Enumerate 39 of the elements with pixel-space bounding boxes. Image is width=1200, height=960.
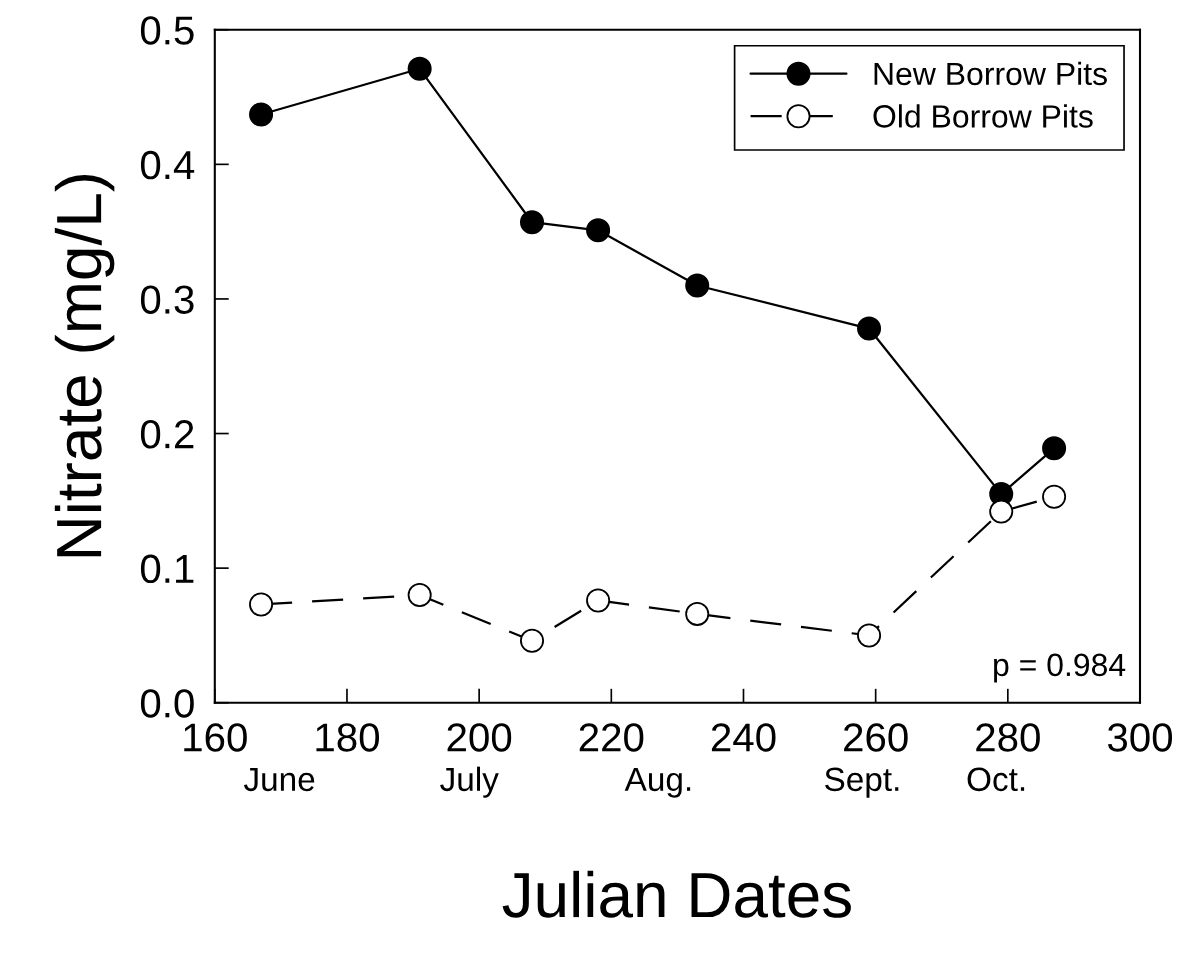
point xyxy=(407,56,432,81)
y-tick-label: 0.2 xyxy=(140,420,194,449)
legend-label: Old Borrow Pits xyxy=(873,104,1093,128)
annotation: p = 0.984 xyxy=(994,653,1126,683)
y-tick-label: 0.5 xyxy=(140,16,194,45)
y-tick-label: 0.1 xyxy=(140,554,194,584)
x-tick-label: 300 xyxy=(1107,723,1173,752)
point xyxy=(1042,484,1067,509)
legend-label: New Borrow Pits xyxy=(874,61,1107,86)
point xyxy=(989,499,1014,524)
x-tick-label: 260 xyxy=(844,723,908,752)
point xyxy=(407,583,432,608)
point xyxy=(1042,436,1067,461)
point xyxy=(857,316,882,341)
y-tick-label: 0.3 xyxy=(140,285,194,314)
x-tick-label: 220 xyxy=(579,723,644,752)
point xyxy=(586,588,611,613)
text: Aug. xyxy=(624,767,691,798)
y-axis-title: Nitrate (mg/L) xyxy=(54,174,115,557)
point xyxy=(249,102,274,127)
point xyxy=(857,623,882,648)
text: Oct. xyxy=(967,767,1025,792)
point xyxy=(519,628,545,653)
text: July xyxy=(440,766,499,798)
x-tick-label: 160 xyxy=(184,723,247,752)
x-tick-label: 180 xyxy=(316,723,379,752)
y-tick-label: 0.4 xyxy=(140,150,195,180)
y-tick-label: 0.0 xyxy=(140,689,194,718)
text: June xyxy=(243,767,315,792)
point xyxy=(519,210,545,235)
point xyxy=(685,273,710,298)
point xyxy=(586,218,611,243)
x-axis-title: Julian Dates xyxy=(502,870,851,918)
x-tick-label: 200 xyxy=(447,723,512,752)
point xyxy=(685,601,710,626)
text: Sept. xyxy=(825,767,899,798)
x-tick-label: 240 xyxy=(711,723,776,752)
point xyxy=(249,592,274,617)
x-tick-label: 280 xyxy=(976,723,1040,752)
